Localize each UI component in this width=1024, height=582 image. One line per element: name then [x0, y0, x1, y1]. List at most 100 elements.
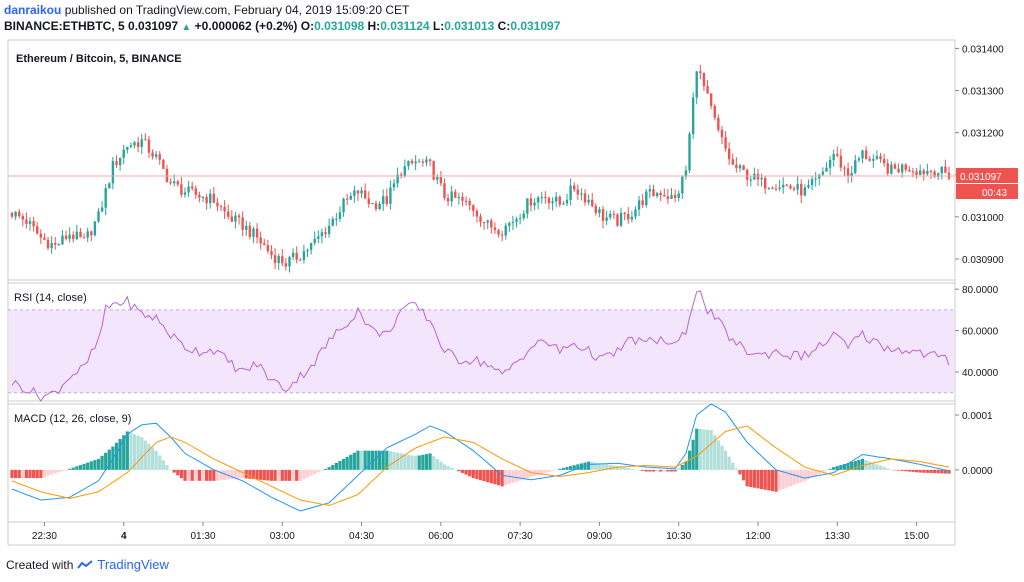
macd-histogram-bar [165, 465, 169, 470]
macd-histogram-bar [662, 469, 666, 472]
macd-histogram-bar [226, 469, 230, 480]
candle-body [209, 193, 212, 204]
candle-body [875, 156, 879, 159]
candle-body [144, 139, 147, 141]
candle-body [774, 188, 778, 190]
macd-histogram-bar [374, 450, 378, 470]
macd-histogram-bar [543, 469, 547, 473]
macd-histogram-bar [619, 466, 623, 470]
macd-histogram-bar [421, 454, 425, 470]
candle-body [731, 159, 734, 165]
candle-body [536, 197, 540, 203]
macd-histogram-bar [403, 454, 407, 470]
candle-body [850, 173, 853, 176]
close-label: C: [497, 19, 511, 33]
candle-body [43, 237, 46, 240]
candle-body [454, 191, 457, 198]
tradingview-brand[interactable]: TradingView [97, 557, 169, 572]
candle-body [234, 215, 237, 222]
candle-body [782, 184, 785, 188]
y-tick-label: 80.0000 [962, 285, 999, 296]
candle-body [944, 166, 947, 173]
macd-histogram-bar [478, 469, 483, 481]
macd-histogram-bar [860, 458, 865, 470]
macd-histogram-bar [781, 469, 785, 490]
macd-histogram-bar [550, 469, 555, 471]
macd-histogram-bar [57, 469, 61, 473]
candle-body [493, 227, 497, 231]
candle-body [540, 197, 543, 199]
candle-body [371, 203, 374, 205]
author-link[interactable]: danraikou [4, 3, 62, 17]
candle-body [789, 185, 792, 189]
candle-body [778, 187, 781, 189]
macd-histogram-bar [345, 456, 349, 470]
macd-histogram-bar [561, 467, 565, 470]
macd-line [11, 403, 950, 512]
macd-histogram-bar [377, 450, 382, 470]
candle-body [284, 263, 288, 267]
macd-histogram-bar [814, 469, 818, 476]
macd-histogram-bar [907, 469, 911, 472]
macd-histogram-bar [338, 460, 342, 470]
macd-histogram-bar [284, 469, 288, 481]
macd-histogram-bar [547, 469, 551, 472]
candle-body [598, 209, 601, 213]
macd-histogram-bar [176, 469, 180, 476]
macd-histogram-bar [316, 469, 320, 473]
macd-histogram-bar [392, 452, 396, 470]
macd-histogram-bar [799, 469, 803, 483]
candle-body [122, 149, 125, 158]
candle-body [252, 228, 255, 237]
macd-histogram-bar [68, 468, 72, 470]
macd-histogram-bar [648, 469, 652, 472]
x-tick-label: 06:00 [428, 531, 453, 542]
candle-body [508, 222, 511, 226]
macd-histogram-bar [522, 469, 526, 480]
macd-histogram-bar [792, 469, 796, 485]
x-tick-label: 15:00 [904, 531, 929, 542]
candle-body [605, 217, 608, 221]
macd-histogram-bar [536, 469, 540, 475]
macd-histogram-bar [839, 465, 843, 470]
candle-body [72, 234, 75, 240]
macd-histogram-bar [273, 469, 277, 481]
candle-body [756, 173, 760, 180]
macd-histogram-bar [785, 469, 789, 488]
high-value: 0.031124 [380, 19, 430, 33]
macd-histogram-bar [568, 466, 573, 470]
candle-body [475, 210, 479, 217]
macd-histogram-bar [659, 469, 663, 472]
x-tick-label: 10:30 [666, 531, 691, 542]
macd-histogram-bar [302, 469, 306, 480]
macd-histogram-bar [262, 469, 266, 481]
macd-histogram-bar [140, 437, 144, 470]
macd-histogram-bar [341, 458, 346, 470]
macd-histogram-bar [745, 469, 749, 487]
candle-body [565, 199, 569, 204]
macd-histogram-bar [641, 469, 645, 471]
macd-histogram-bar [727, 456, 731, 470]
macd-histogram-bar [334, 463, 338, 470]
candle-body [115, 161, 118, 166]
candle-body [691, 97, 695, 134]
candle-body [735, 164, 738, 169]
macd-histogram-bar [875, 464, 879, 470]
candle-body [259, 237, 262, 244]
macd-histogram-bar [230, 469, 234, 480]
candle-body [767, 187, 771, 189]
last-price: 0.031097 [128, 19, 179, 33]
candle-body [933, 171, 936, 177]
pane-frame [7, 39, 956, 281]
macd-histogram-bar [352, 452, 356, 470]
created-with-text: Created with [6, 557, 74, 572]
candle-body [839, 155, 843, 168]
y-tick-label: 0.031000 [962, 213, 1004, 224]
candle-body [846, 168, 850, 176]
trading-chart[interactable]: 0.0309000.0310000.0311000.0312000.031300… [0, 0, 1024, 550]
macd-histogram-bar [716, 440, 720, 470]
macd-histogram-bar [233, 469, 238, 479]
symbol-label: BINANCE:ETHBTC, 5 [4, 19, 125, 33]
macd-histogram-bar [832, 467, 836, 470]
macd-histogram-bar [10, 469, 14, 479]
